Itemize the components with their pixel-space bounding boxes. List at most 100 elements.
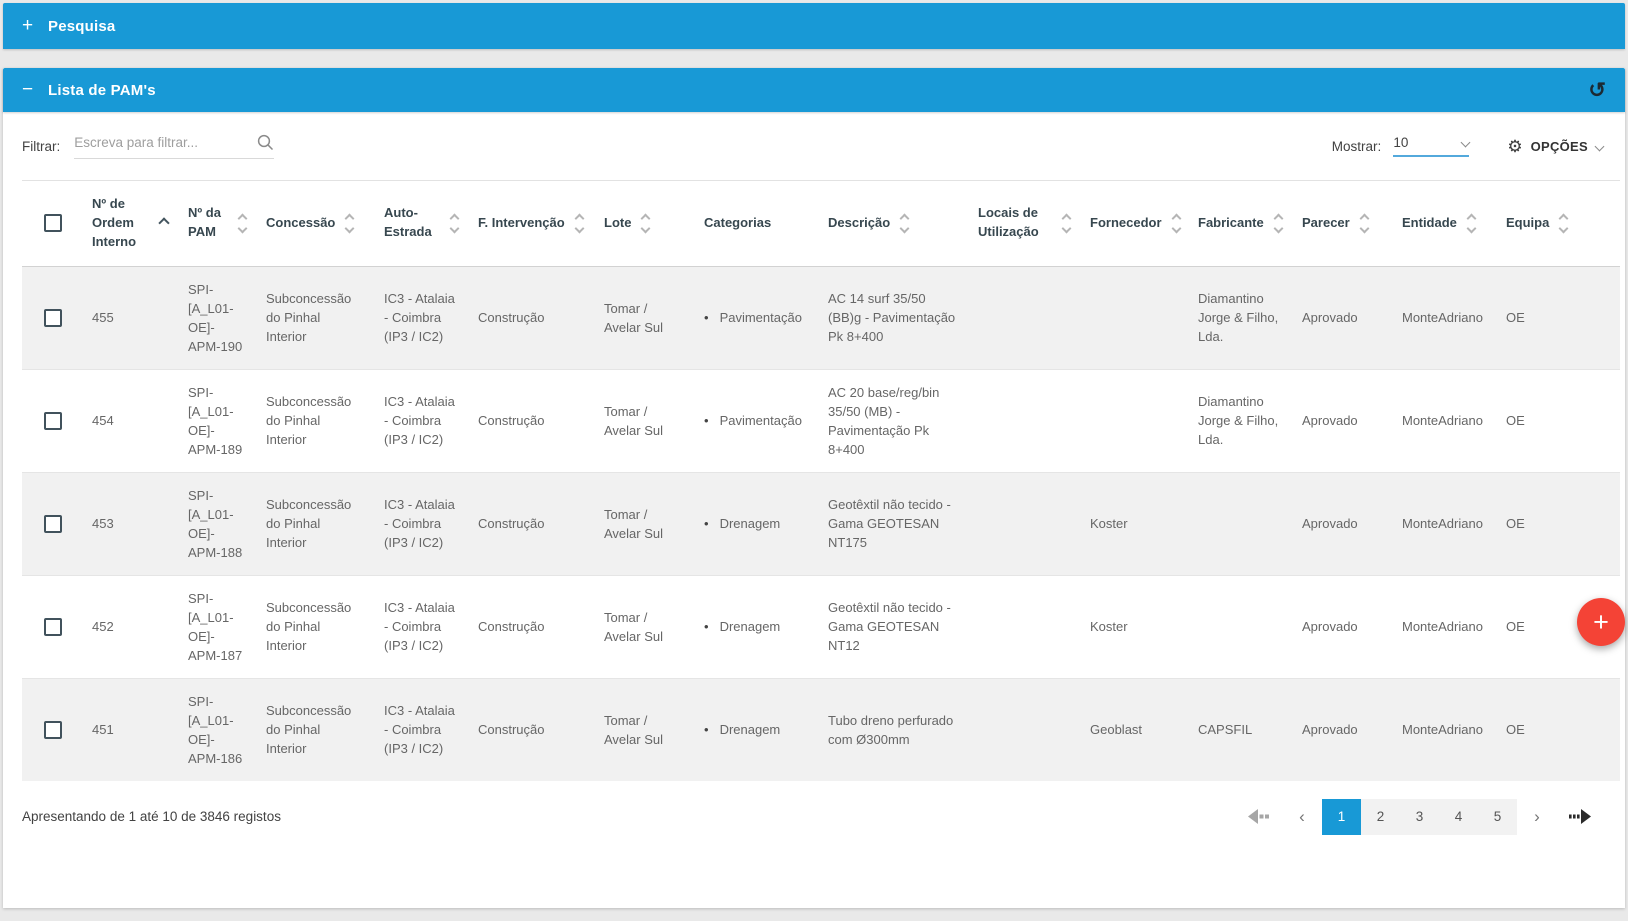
sort-icon	[1558, 213, 1569, 234]
column-header[interactable]: Fornecedor	[1080, 181, 1188, 267]
cell-concessao: Subconcessão do Pinhal Interior	[266, 703, 352, 757]
row-checkbox[interactable]	[44, 411, 62, 430]
select-all-checkbox[interactable]	[44, 214, 62, 233]
page-button-3[interactable]: 3	[1400, 798, 1439, 835]
cell-fabricante	[1188, 575, 1292, 678]
cell-equipa: OE	[1506, 413, 1525, 429]
column-header[interactable]: Entidade	[1392, 181, 1496, 267]
cell-locais	[968, 678, 1080, 781]
row-checkbox[interactable]	[44, 720, 62, 739]
bullet-icon: •	[704, 516, 709, 532]
sort-icon	[899, 213, 910, 234]
cell-concessao: Subconcessão do Pinhal Interior	[266, 497, 352, 551]
row-checkbox[interactable]	[44, 514, 62, 533]
page-button-1[interactable]: 1	[1322, 798, 1361, 835]
column-header[interactable]: Descrição	[818, 181, 968, 267]
cell-descricao: Geotêxtil não tecido - Gama GEOTESAN NT1…	[828, 497, 951, 551]
column-label: Fabricante	[1198, 214, 1264, 230]
categoria-item: • Drenagem	[704, 720, 808, 739]
bullet-icon: •	[704, 413, 709, 429]
show-label: Mostrar:	[1331, 138, 1382, 154]
next-page-button[interactable]: ›	[1534, 806, 1540, 826]
page-button-2[interactable]: 2	[1361, 798, 1400, 835]
row-checkbox[interactable]	[44, 308, 62, 327]
pesquisa-panel-title: Pesquisa	[48, 17, 116, 35]
column-header[interactable]: Auto-Estrada	[374, 181, 468, 267]
cell-pam: SPI-[A_L01-OE]-APM-186	[188, 693, 243, 766]
lista-pams-panel: − Lista de PAM's ↺ Filtrar: Mostrar: 10 …	[3, 68, 1625, 908]
page-button-4[interactable]: 4	[1439, 798, 1478, 835]
first-page-button[interactable]	[1236, 799, 1282, 835]
prev-page-button[interactable]: ‹	[1299, 806, 1305, 826]
table-toolbar: Filtrar: Mostrar: 10 ⚙ OPÇÕES	[3, 112, 1625, 180]
filter-input[interactable]	[74, 134, 258, 150]
cell-ordem: 451	[92, 722, 114, 738]
cell-locais	[968, 266, 1080, 369]
sort-icon	[1466, 213, 1477, 234]
bullet-icon: •	[704, 310, 709, 326]
sort-icon	[574, 213, 585, 234]
column-label: Equipa	[1506, 214, 1550, 230]
column-header[interactable]: Fabricante	[1188, 181, 1292, 267]
cell-lote: Tomar / Avelar Sul	[604, 300, 664, 335]
column-header[interactable]: Concessão	[256, 181, 374, 267]
last-page-button[interactable]	[1557, 799, 1603, 835]
row-checkbox[interactable]	[44, 617, 62, 636]
select-all-header-cell[interactable]	[22, 181, 82, 267]
first-page-icon	[1248, 809, 1269, 825]
cell-descricao: AC 14 surf 35/50 (BB)g - Pavimentação Pk…	[828, 291, 956, 345]
filter-field-wrap	[74, 134, 275, 159]
plus-icon: +	[1593, 606, 1609, 637]
page-size-select[interactable]: 10	[1393, 135, 1471, 157]
column-header[interactable]: Lote	[594, 181, 694, 267]
cell-auto-estrada: IC3 - Atalaia - Coimbra (IP3 / IC2)	[384, 600, 455, 654]
cell-fabricante: Diamantino Jorge & Filho, Lda.	[1198, 291, 1279, 345]
row-select-cell	[22, 575, 82, 678]
cell-parecer: Aprovado	[1302, 310, 1358, 326]
pesquisa-panel-header[interactable]: + Pesquisa	[3, 3, 1625, 49]
categoria-label: Pavimentação	[719, 310, 802, 326]
column-label: F. Intervenção	[478, 214, 565, 230]
cell-auto-estrada: IC3 - Atalaia - Coimbra (IP3 / IC2)	[384, 497, 455, 551]
cell-locais	[968, 575, 1080, 678]
sort-icon	[344, 213, 355, 234]
column-header[interactable]: Parecer	[1292, 181, 1392, 267]
table-row: 452 SPI-[A_L01-OE]-APM-187 Subconcessão do…	[22, 575, 1620, 678]
options-button[interactable]: ⚙ OPÇÕES	[1507, 138, 1605, 155]
row-select-cell	[22, 369, 82, 472]
lista-panel-header[interactable]: − Lista de PAM's ↺	[3, 68, 1625, 112]
table-row: 454 SPI-[A_L01-OE]-APM-189 Subconcessão do…	[22, 369, 1620, 472]
cell-f-intervencao: Construção	[478, 310, 545, 326]
cell-categorias: • Pavimentação	[694, 266, 818, 369]
column-header[interactable]: F. Intervenção	[468, 181, 594, 267]
collapse-icon[interactable]: −	[22, 79, 34, 100]
column-header[interactable]: Nº da PAM	[178, 181, 256, 267]
column-header[interactable]: Nº de Ordem Interno	[82, 181, 178, 267]
cell-parecer: Aprovado	[1302, 413, 1358, 429]
page-button-5[interactable]: 5	[1478, 798, 1517, 835]
cell-lote: Tomar / Avelar Sul	[604, 609, 664, 644]
cell-concessao: Subconcessão do Pinhal Interior	[266, 291, 352, 345]
cell-fornecedor: Geoblast	[1090, 722, 1143, 738]
cell-entidade: MonteAdriano	[1402, 619, 1483, 635]
column-header[interactable]: Locais de Utilização	[968, 181, 1080, 267]
cell-fornecedor: Koster	[1090, 619, 1128, 635]
last-page-icon	[1569, 809, 1591, 825]
column-label: Concessão	[266, 214, 336, 230]
column-label: Categorias	[704, 214, 772, 230]
table-row: 451 SPI-[A_L01-OE]-APM-186 Subconcessão do…	[22, 678, 1620, 781]
add-pam-fab-button[interactable]: +	[1577, 598, 1625, 646]
sort-icon	[1061, 213, 1072, 234]
categoria-item: • Pavimentação	[704, 411, 808, 430]
cell-auto-estrada: IC3 - Atalaia - Coimbra (IP3 / IC2)	[384, 394, 455, 448]
cell-equipa: OE	[1506, 516, 1525, 532]
cell-fornecedor	[1080, 266, 1188, 369]
options-label: OPÇÕES	[1530, 138, 1588, 154]
column-header[interactable]: Equipa	[1496, 181, 1620, 267]
refresh-icon[interactable]: ↺	[1588, 78, 1606, 102]
cell-parecer: Aprovado	[1302, 619, 1358, 635]
cell-concessao: Subconcessão do Pinhal Interior	[266, 600, 352, 654]
column-label: Entidade	[1402, 214, 1457, 230]
expand-icon[interactable]: +	[22, 15, 34, 36]
